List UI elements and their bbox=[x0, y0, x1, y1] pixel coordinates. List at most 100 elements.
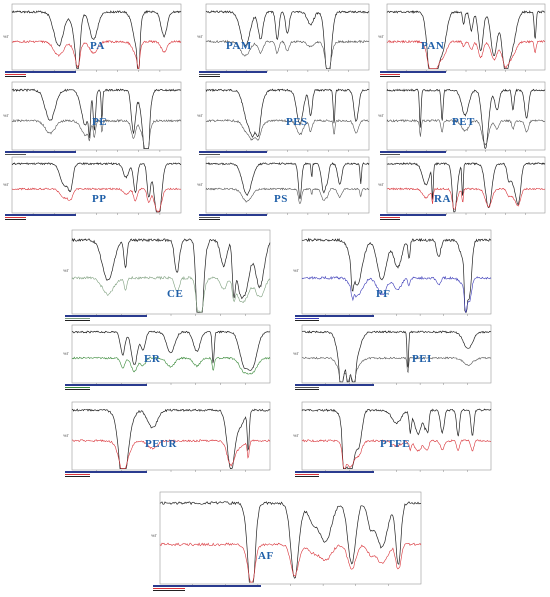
spectrum-panel-pet: %T PET bbox=[377, 80, 549, 160]
panel-label: PEUR bbox=[145, 438, 177, 450]
legend-strip bbox=[5, 71, 182, 78]
spectrum-panel-pf: %T PF bbox=[292, 228, 495, 324]
legend-strip bbox=[295, 471, 492, 478]
spectrum-plot bbox=[205, 3, 370, 72]
legend-bar bbox=[380, 214, 447, 216]
spectrum-plot bbox=[301, 324, 492, 385]
panel-label: PP bbox=[92, 193, 107, 205]
spectrum-plot bbox=[205, 81, 370, 152]
y-axis-label: %T bbox=[3, 182, 9, 188]
legend-bar bbox=[65, 315, 148, 317]
legend-bar bbox=[199, 151, 268, 153]
sample-spectrum-line bbox=[11, 162, 182, 213]
panel-label: PET bbox=[452, 116, 475, 128]
panel-label: PAN bbox=[421, 40, 445, 52]
plot-frame bbox=[301, 324, 492, 384]
plot-frame bbox=[71, 401, 271, 471]
spectrum-plot bbox=[71, 401, 271, 472]
legend-swatch-reference bbox=[380, 74, 400, 75]
sample-spectrum-line bbox=[11, 88, 182, 149]
legend-bar bbox=[5, 151, 76, 153]
sample-spectrum-line bbox=[11, 10, 182, 70]
legend-bar bbox=[380, 151, 447, 153]
spectrum-panel-pe: %T PE bbox=[2, 80, 185, 160]
sample-spectrum-line bbox=[205, 10, 370, 70]
legend-swatch-sample bbox=[65, 389, 90, 390]
spectrum-panel-peur: %T PEUR bbox=[62, 400, 274, 480]
reference-spectrum-line bbox=[71, 275, 271, 313]
y-axis-label: %T bbox=[63, 351, 69, 357]
sample-spectrum-line bbox=[71, 330, 271, 371]
legend-swatch-reference bbox=[5, 217, 27, 218]
y-axis-label: %T bbox=[3, 112, 9, 118]
y-axis-label: %T bbox=[151, 533, 157, 539]
spectrum-plot bbox=[11, 81, 182, 152]
y-axis-label: %T bbox=[378, 112, 384, 118]
panel-label: PE bbox=[92, 116, 108, 128]
panel-label: AF bbox=[258, 550, 274, 562]
y-axis-label: %T bbox=[378, 182, 384, 188]
legend-swatch-reference bbox=[5, 74, 27, 75]
reference-spectrum-line bbox=[11, 187, 181, 213]
spectrum-panel-pam: %T PAM bbox=[196, 2, 373, 80]
legend-bar bbox=[5, 71, 76, 73]
y-axis-label: %T bbox=[63, 432, 69, 438]
legend-strip bbox=[153, 585, 422, 592]
legend-swatch-reference bbox=[65, 387, 90, 388]
sample-spectrum-line bbox=[159, 500, 422, 583]
legend-swatch-sample bbox=[65, 476, 90, 477]
spectrum-panel-ptfe: %T PTFE bbox=[292, 400, 495, 480]
legend-bar bbox=[295, 384, 374, 386]
reference-spectrum-line bbox=[11, 40, 182, 69]
reference-spectrum-line bbox=[205, 119, 370, 141]
reference-spectrum-line bbox=[386, 39, 546, 69]
panel-label: RA bbox=[434, 193, 451, 205]
y-axis-label: %T bbox=[378, 33, 384, 39]
reference-spectrum-line bbox=[159, 542, 422, 583]
legend-bar bbox=[65, 384, 148, 386]
spectrum-panel-er: %T ER bbox=[62, 323, 274, 393]
legend-swatch-sample bbox=[153, 590, 186, 591]
spectrum-panel-pp: %T PP bbox=[2, 155, 185, 223]
reference-spectrum-line bbox=[301, 275, 492, 314]
y-axis-label: %T bbox=[293, 351, 299, 357]
spectrum-panel-pa: %T PA bbox=[2, 2, 185, 80]
y-axis-label: %T bbox=[63, 267, 69, 273]
legend-bar bbox=[153, 585, 261, 587]
panel-label: PAM bbox=[226, 40, 252, 52]
y-axis-label: %T bbox=[293, 432, 299, 438]
reference-spectrum-line bbox=[71, 356, 271, 375]
sample-spectrum-line bbox=[386, 10, 546, 70]
panel-label: PES bbox=[286, 116, 308, 128]
legend-bar bbox=[65, 471, 148, 473]
legend-swatch-sample bbox=[295, 476, 319, 477]
legend-swatch-sample bbox=[5, 219, 27, 220]
reference-spectrum-line bbox=[301, 439, 492, 469]
panel-label: PF bbox=[376, 288, 391, 300]
reference-spectrum-line bbox=[11, 118, 182, 149]
reference-spectrum-line bbox=[205, 39, 370, 69]
legend-strip bbox=[5, 214, 182, 221]
spectrum-plot bbox=[301, 401, 492, 472]
legend-swatch-sample bbox=[295, 389, 319, 390]
legend-bar bbox=[199, 214, 268, 216]
spectrum-plot bbox=[386, 156, 546, 215]
spectrum-plot bbox=[71, 324, 271, 385]
legend-strip bbox=[199, 71, 370, 78]
legend-swatch-reference bbox=[5, 154, 27, 155]
sample-spectrum-line bbox=[386, 88, 546, 150]
legend-swatch-reference bbox=[199, 74, 220, 75]
spectrum-plot bbox=[301, 229, 492, 316]
legend-swatch-sample bbox=[295, 320, 319, 321]
legend-bar bbox=[295, 315, 374, 317]
legend-strip bbox=[295, 315, 492, 322]
plot-frame bbox=[159, 491, 422, 585]
legend-swatch-reference bbox=[380, 217, 400, 218]
y-axis-label: %T bbox=[197, 33, 203, 39]
legend-swatch-reference bbox=[153, 588, 186, 589]
sample-spectrum-line bbox=[301, 237, 492, 313]
legend-swatch-sample bbox=[199, 219, 220, 220]
spectrum-plot bbox=[11, 3, 182, 72]
spectrum-panel-ps: %T PS bbox=[196, 155, 373, 223]
panel-label: CE bbox=[167, 288, 184, 300]
